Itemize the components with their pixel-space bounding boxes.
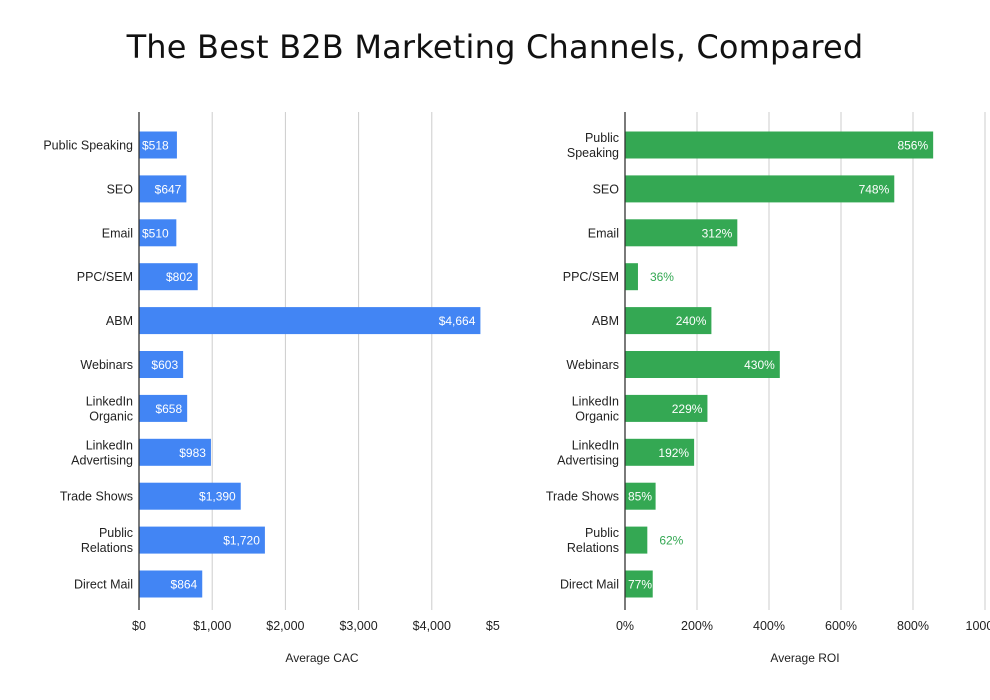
cac-data-label: $1,720 bbox=[223, 534, 260, 548]
cac-bar bbox=[139, 131, 177, 159]
cac-data-label: $658 bbox=[155, 402, 182, 416]
roi-bar bbox=[625, 219, 738, 247]
cac-category-label: LinkedIn Advertising bbox=[71, 438, 133, 467]
cac-tick-label: $2,000 bbox=[266, 619, 304, 633]
roi-tick-label: 600% bbox=[825, 619, 857, 633]
cac-data-label: $510 bbox=[142, 226, 169, 240]
cac-category-label: Trade Shows bbox=[60, 490, 133, 504]
roi-bar bbox=[625, 394, 708, 422]
roi-tick-label: 1000% bbox=[966, 619, 990, 633]
roi-category-label: Trade Shows bbox=[546, 490, 619, 504]
cac-category-label: ABM bbox=[106, 314, 133, 328]
cac-axis-title: Average CAC bbox=[285, 651, 358, 665]
roi-data-label: 192% bbox=[658, 446, 689, 460]
cac-category-label: Public Speaking bbox=[43, 139, 133, 153]
roi-data-label: 856% bbox=[897, 139, 928, 153]
roi-bar bbox=[625, 526, 648, 554]
cac-category-label: PPC/SEM bbox=[77, 270, 133, 284]
roi-data-label: 229% bbox=[672, 402, 703, 416]
cac-category-label: Public Relations bbox=[81, 526, 133, 555]
cac-category-label: LinkedIn Organic bbox=[86, 394, 133, 423]
cac-data-label: $1,390 bbox=[199, 490, 236, 504]
cac-bar bbox=[139, 394, 188, 422]
roi-category-label: SEO bbox=[593, 182, 620, 196]
cac-data-label: $802 bbox=[166, 270, 193, 284]
cac-bar bbox=[139, 351, 184, 378]
cac-bar-chart: $0 $1,000 $2,000 $3,000 $4,000 $5,000 $518 Publ… bbox=[43, 112, 500, 665]
cac-bar bbox=[139, 219, 177, 247]
cac-category-label: SEO bbox=[107, 182, 134, 196]
roi-tick-label: 400% bbox=[753, 619, 785, 633]
cac-data-label: $647 bbox=[155, 182, 182, 196]
roi-tick-label: 0% bbox=[616, 619, 634, 633]
roi-category-label: LinkedIn Advertising bbox=[557, 438, 619, 467]
roi-data-label: 430% bbox=[744, 358, 775, 372]
cac-data-label: $864 bbox=[171, 578, 198, 592]
roi-category-label: Webinars bbox=[566, 358, 619, 372]
roi-bar bbox=[625, 482, 656, 510]
roi-bar bbox=[625, 131, 934, 159]
cac-bar bbox=[139, 263, 198, 291]
roi-data-label: 312% bbox=[702, 226, 733, 240]
roi-bar bbox=[625, 263, 638, 291]
cac-tick-label: $3,000 bbox=[339, 619, 377, 633]
cac-bar bbox=[139, 482, 241, 510]
roi-category-label: Public Speaking bbox=[567, 131, 619, 160]
cac-tick-label: $1,000 bbox=[193, 619, 231, 633]
roi-data-label: 85% bbox=[628, 490, 652, 504]
cac-category-label: Direct Mail bbox=[74, 578, 133, 592]
roi-data-label: 36% bbox=[650, 270, 674, 284]
cac-data-label: $603 bbox=[151, 358, 178, 372]
roi-tick-label: 800% bbox=[897, 619, 929, 633]
roi-tick-label: 200% bbox=[681, 619, 713, 633]
roi-bar bbox=[625, 351, 780, 378]
cac-bar bbox=[139, 175, 187, 203]
cac-bar bbox=[139, 307, 481, 335]
roi-bar bbox=[625, 438, 695, 466]
cac-category-label: Email bbox=[102, 226, 133, 240]
roi-category-label: Public Relations bbox=[567, 526, 619, 555]
roi-category-label: Direct Mail bbox=[560, 578, 619, 592]
cac-bar bbox=[139, 526, 265, 554]
cac-tick-label: $0 bbox=[132, 619, 146, 633]
roi-data-label: 748% bbox=[859, 182, 890, 196]
roi-category-label: Email bbox=[588, 226, 619, 240]
roi-data-label: 62% bbox=[659, 534, 683, 548]
cac-category-label: Webinars bbox=[80, 358, 133, 372]
roi-category-label: LinkedIn Organic bbox=[572, 394, 619, 423]
cac-bar bbox=[139, 570, 203, 598]
roi-data-label: 240% bbox=[676, 314, 707, 328]
roi-axis-title: Average ROI bbox=[770, 651, 839, 665]
roi-bar bbox=[625, 175, 895, 203]
cac-bar bbox=[139, 438, 211, 466]
roi-bar bbox=[625, 307, 712, 335]
cac-data-label: $983 bbox=[179, 446, 206, 460]
roi-category-label: ABM bbox=[592, 314, 619, 328]
cac-tick-label: $5,000 bbox=[486, 619, 500, 633]
roi-bar bbox=[625, 570, 653, 598]
roi-data-label: 77% bbox=[628, 578, 652, 592]
roi-category-label: PPC/SEM bbox=[563, 270, 619, 284]
cac-data-label: $4,664 bbox=[439, 314, 476, 328]
chart-title: The Best B2B Marketing Channels, Compare… bbox=[126, 28, 864, 66]
cac-data-label: $518 bbox=[142, 139, 169, 153]
cac-tick-label: $4,000 bbox=[413, 619, 451, 633]
